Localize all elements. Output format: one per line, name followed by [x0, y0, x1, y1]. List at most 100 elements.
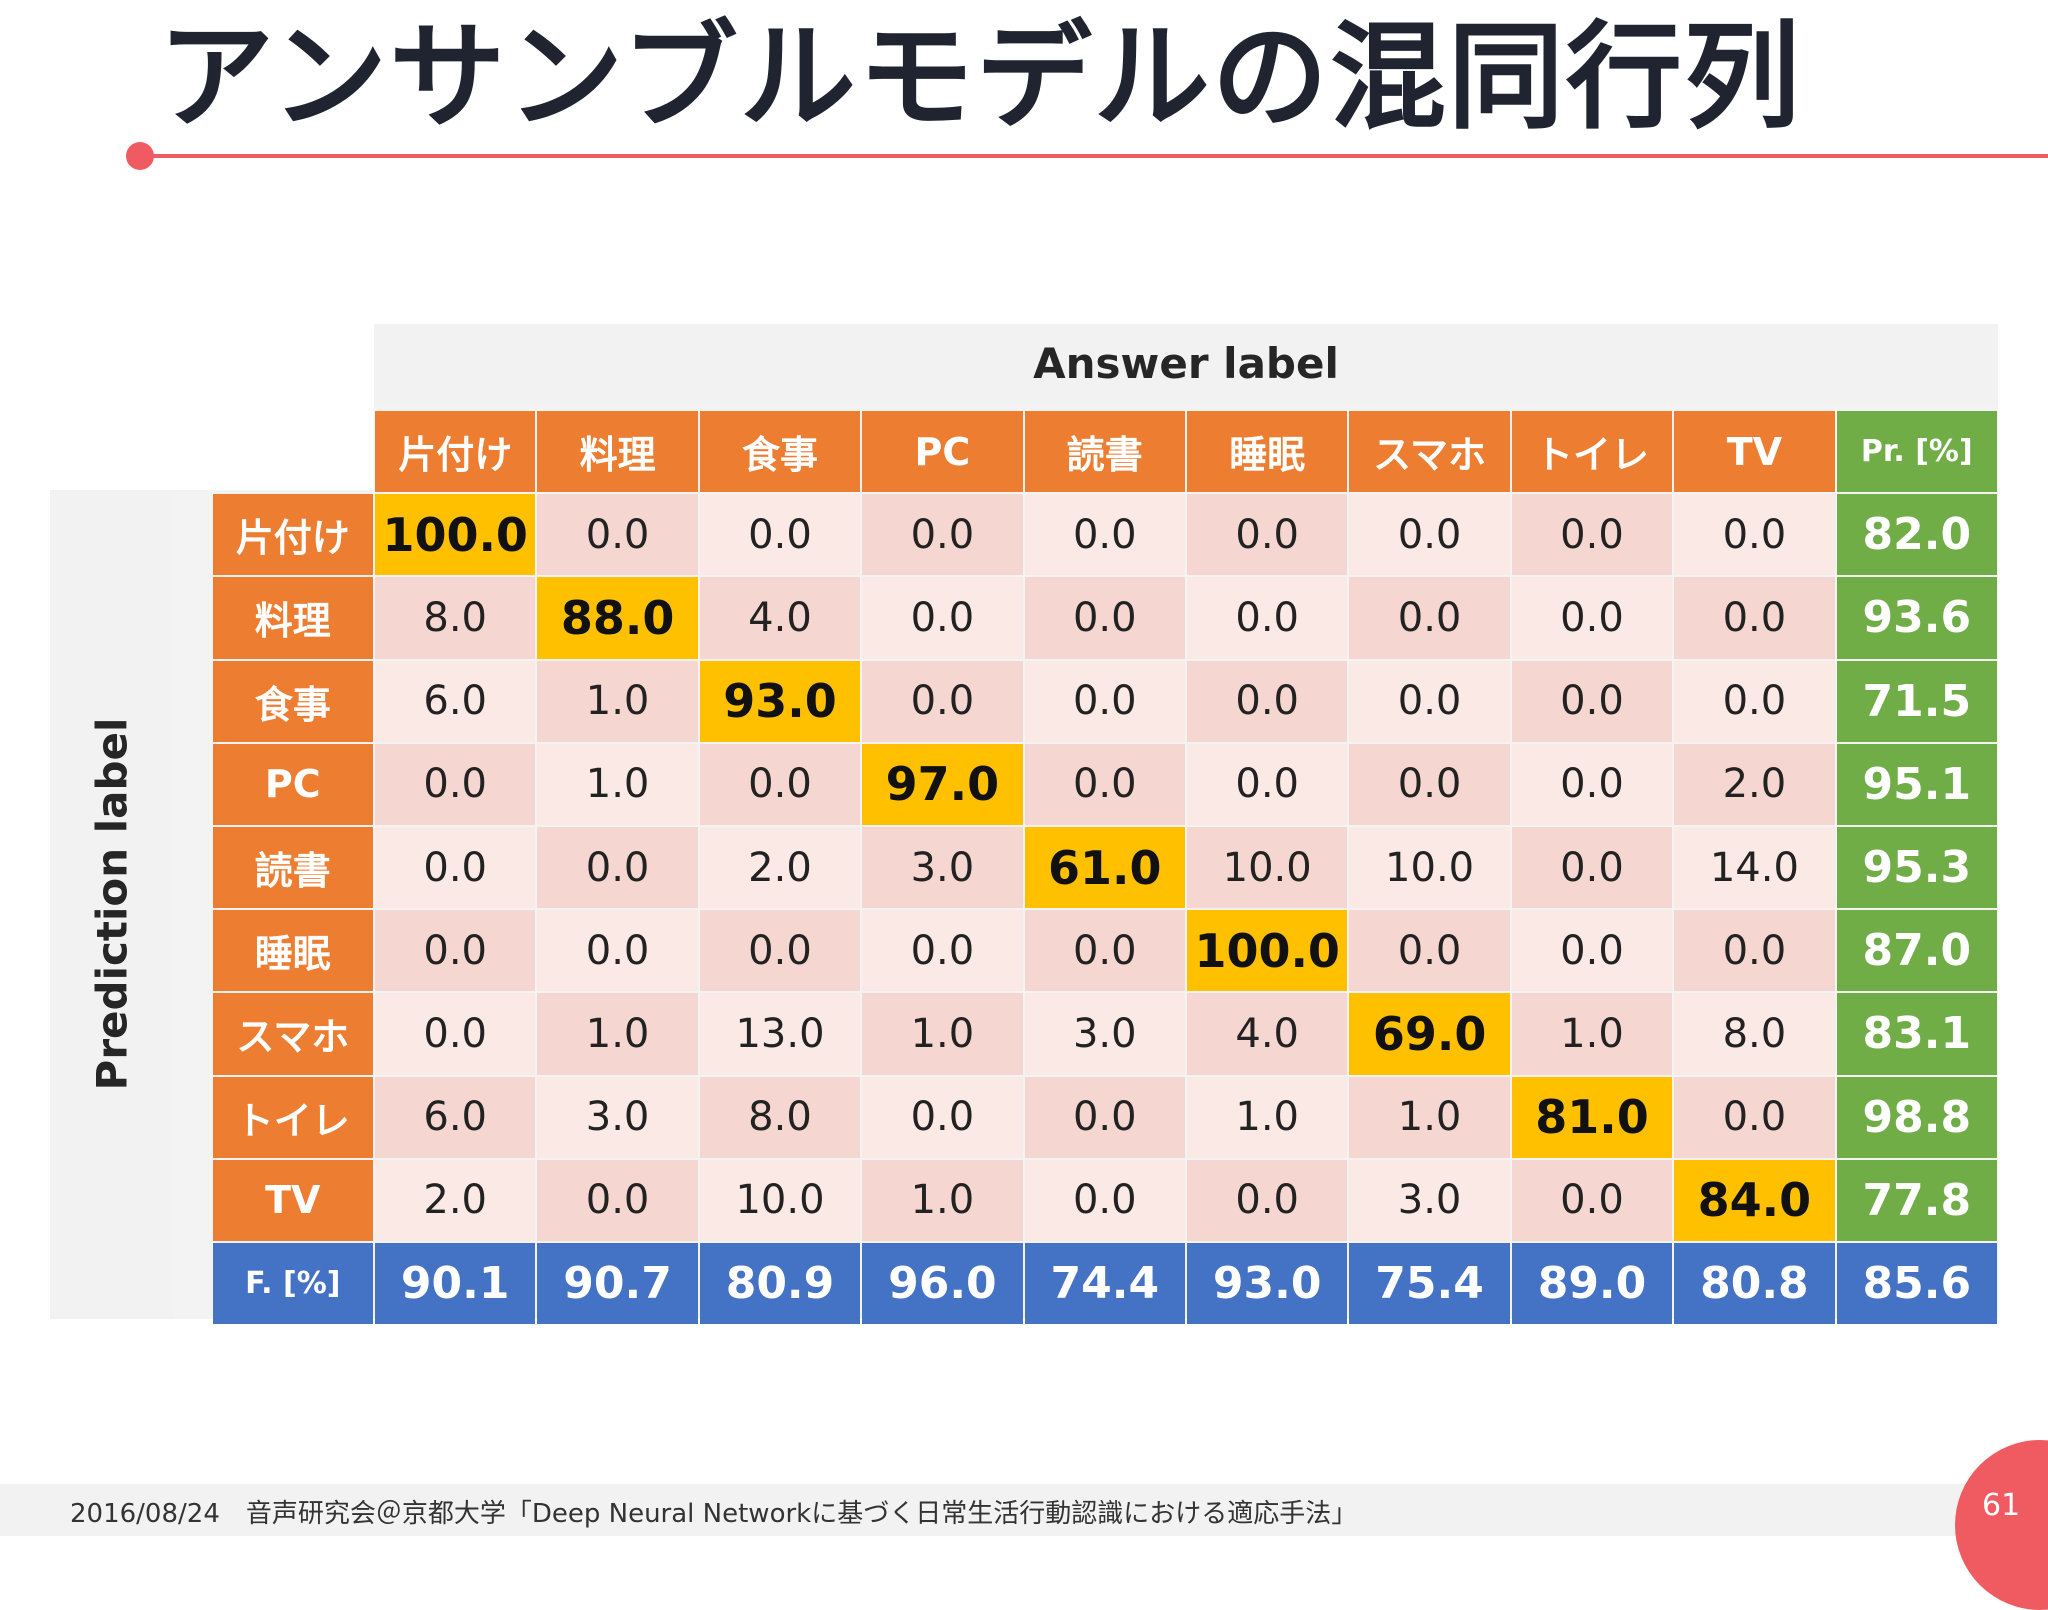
precision-cell: 83.1	[1836, 993, 1997, 1075]
diagonal-cell: 100.0	[1187, 910, 1348, 992]
matrix-cell: 0.0	[1511, 1159, 1673, 1241]
matrix-cell: 10.0	[699, 1159, 861, 1241]
diagonal-cell: 97.0	[862, 743, 1023, 825]
diagonal-cell: 88.0	[537, 577, 698, 659]
column-header: トイレ	[1511, 411, 1673, 493]
matrix-cell: 0.0	[1511, 660, 1673, 742]
matrix-cell: 0.0	[1024, 910, 1185, 992]
diagonal-cell: 69.0	[1349, 993, 1510, 1075]
matrix-cell: 0.0	[1187, 494, 1348, 576]
matrix-cell: 1.0	[1349, 1076, 1510, 1158]
matrix-cell: 0.0	[862, 660, 1023, 742]
matrix-cell: 0.0	[862, 577, 1023, 659]
precision-cell: 93.6	[1836, 577, 1997, 659]
matrix-cell: 0.0	[537, 827, 698, 909]
matrix-cell: 0.0	[1024, 577, 1185, 659]
confusion-matrix: Answer label Prediction label 片付け 料理 食事 PC 読…	[50, 324, 1998, 1325]
row-header: 食事	[212, 660, 373, 742]
f-measure-cell: 89.0	[1511, 1243, 1673, 1325]
precision-cell: 95.1	[1836, 743, 1997, 825]
page-number: 61	[1982, 1488, 2021, 1523]
matrix-cell: 0.0	[1024, 660, 1185, 742]
diagonal-cell: 81.0	[1511, 1076, 1673, 1158]
title-underline	[138, 154, 2048, 158]
matrix-cell: 2.0	[699, 827, 861, 909]
matrix-cell: 0.0	[1187, 743, 1348, 825]
column-header: PC	[862, 411, 1023, 493]
matrix-cell: 0.0	[1674, 910, 1835, 992]
row-header: スマホ	[212, 993, 373, 1075]
matrix-cell: 1.0	[862, 993, 1023, 1075]
column-header: 睡眠	[1187, 411, 1348, 493]
answer-axis-label: Answer label	[374, 324, 1998, 404]
matrix-cell: 6.0	[375, 1076, 536, 1158]
diagonal-cell: 61.0	[1024, 827, 1185, 909]
column-header: TV	[1674, 411, 1835, 493]
f-measure-cell: 80.8	[1674, 1243, 1835, 1325]
matrix-cell: 0.0	[1511, 743, 1673, 825]
footer-text: 2016/08/24 音声研究会＠京都大学「Deep Neural Networ…	[70, 1499, 1358, 1529]
column-header: 料理	[537, 411, 698, 493]
matrix-cell: 4.0	[699, 577, 861, 659]
row-header: 読書	[212, 827, 373, 909]
matrix-cell: 0.0	[1674, 660, 1835, 742]
matrix-cell: 0.0	[1674, 1076, 1835, 1158]
matrix-cell: 0.0	[1024, 743, 1185, 825]
matrix-cell: 3.0	[1349, 1159, 1510, 1241]
precision-header: Pr. [%]	[1836, 411, 1997, 493]
row-header: 睡眠	[212, 910, 373, 992]
row-header: PC	[212, 743, 373, 825]
matrix-corner	[50, 324, 374, 490]
f-measure-cell: 75.4	[1349, 1243, 1510, 1325]
f-measure-cell: 90.7	[537, 1243, 698, 1325]
matrix-cell: 0.0	[1511, 494, 1673, 576]
matrix-cell: 8.0	[699, 1076, 861, 1158]
matrix-cell: 0.0	[862, 1076, 1023, 1158]
prediction-axis-label: Prediction label	[87, 717, 137, 1091]
matrix-cell: 0.0	[1349, 577, 1510, 659]
row-header: 料理	[212, 577, 373, 659]
matrix-cell: 0.0	[1349, 494, 1510, 576]
precision-cell: 77.8	[1836, 1159, 1997, 1241]
f-measure-cell: 90.1	[375, 1243, 536, 1325]
matrix-cell: 1.0	[1187, 1076, 1348, 1158]
matrix-cell: 0.0	[699, 494, 861, 576]
page-number-badge	[1955, 1440, 2048, 1610]
f-measure-cell: 74.4	[1024, 1243, 1185, 1325]
prediction-axis-band: Prediction label	[50, 490, 174, 1319]
matrix-cell: 0.0	[1024, 1159, 1185, 1241]
matrix-cell: 0.0	[375, 827, 536, 909]
matrix-cell: 2.0	[1674, 743, 1835, 825]
matrix-cell: 4.0	[1187, 993, 1348, 1075]
matrix-cell: 6.0	[375, 660, 536, 742]
f-measure-header: F. [%]	[212, 1243, 373, 1325]
f-measure-overall: 85.6	[1836, 1243, 1997, 1325]
footer-bar	[0, 1484, 2048, 1536]
precision-cell: 98.8	[1836, 1076, 1997, 1158]
matrix-cell: 0.0	[537, 910, 698, 992]
matrix-cell: 1.0	[862, 1159, 1023, 1241]
matrix-cell: 1.0	[1511, 993, 1673, 1075]
matrix-cell: 0.0	[375, 910, 536, 992]
matrix-cell: 0.0	[375, 743, 536, 825]
diagonal-cell: 100.0	[375, 494, 536, 576]
matrix-cell: 0.0	[537, 494, 698, 576]
matrix-cell: 0.0	[1349, 660, 1510, 742]
matrix-cell: 0.0	[375, 993, 536, 1075]
matrix-cell: 0.0	[1349, 743, 1510, 825]
column-header: 読書	[1024, 411, 1185, 493]
matrix-cell: 0.0	[1674, 577, 1835, 659]
matrix-cell: 10.0	[1187, 827, 1348, 909]
diagonal-cell: 93.0	[699, 660, 861, 742]
matrix-cell: 1.0	[537, 743, 698, 825]
matrix-cell: 0.0	[1187, 660, 1348, 742]
matrix-cell: 0.0	[699, 743, 861, 825]
matrix-cell: 0.0	[1511, 577, 1673, 659]
row-header: TV	[212, 1159, 373, 1241]
matrix-cell: 0.0	[537, 1159, 698, 1241]
precision-cell: 71.5	[1836, 660, 1997, 742]
precision-cell: 82.0	[1836, 494, 1997, 576]
matrix-cell: 0.0	[1187, 1159, 1348, 1241]
matrix-cell: 0.0	[862, 494, 1023, 576]
column-header: スマホ	[1349, 411, 1510, 493]
